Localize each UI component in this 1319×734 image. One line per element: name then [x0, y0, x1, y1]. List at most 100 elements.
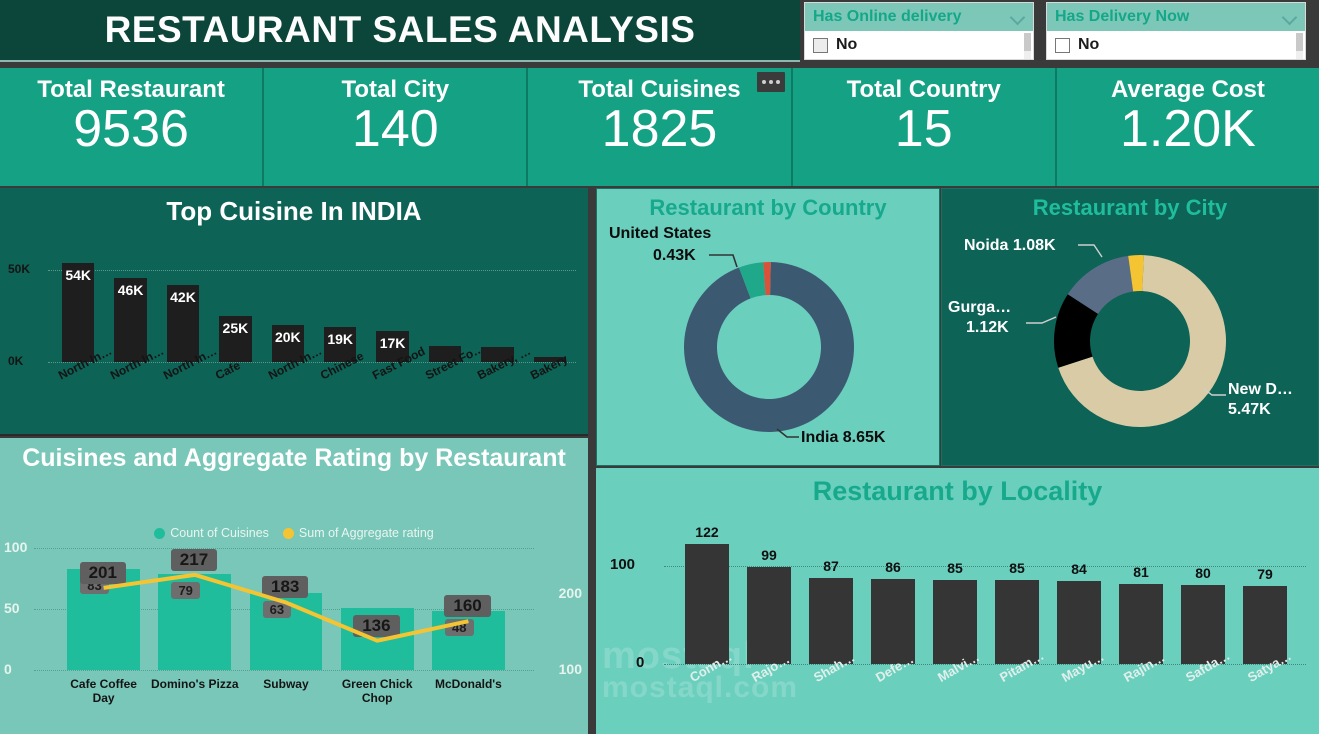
checkbox-no[interactable] — [1055, 37, 1070, 53]
chart-restaurant-by-city[interactable]: Restaurant by City Noida 1.08K Gurga… 1.12… — [941, 188, 1319, 466]
bar[interactable] — [932, 580, 978, 664]
legend-swatch-icon — [282, 527, 294, 539]
bar[interactable] — [684, 543, 730, 664]
slicer-has-delivery-now[interactable]: Has Delivery Now No — [1046, 2, 1306, 60]
bar[interactable] — [271, 325, 305, 362]
kpi-card-total-country[interactable]: Total Country 15 — [792, 68, 1057, 186]
gridline — [664, 565, 1306, 567]
bar[interactable] — [481, 347, 514, 362]
page-title: RESTAURANT SALES ANALYSIS — [104, 9, 696, 50]
bar[interactable] — [323, 327, 357, 362]
kpi-label: Average Cost — [1110, 76, 1265, 103]
legend-item-sum-of-aggregate-rating[interactable]: Sum of Aggregate rating — [282, 526, 434, 540]
y-axis-tick: 0K — [8, 354, 24, 368]
kpi-value: 9536 — [73, 100, 189, 158]
chart-cuisines-aggregate-rating[interactable]: Cuisines and Aggregate Rating by Restaur… — [0, 438, 588, 734]
bar-value-label: 19K — [327, 331, 354, 348]
category-label: McDonald's — [434, 677, 502, 691]
bar[interactable] — [1180, 585, 1226, 664]
line-value-label: 183 — [262, 576, 309, 599]
category-label: Green Chick Chop — [341, 677, 413, 705]
bar[interactable] — [114, 277, 147, 362]
donut-slice[interactable] — [684, 262, 854, 432]
legend-swatch-icon — [154, 527, 166, 539]
bar[interactable] — [870, 579, 916, 664]
bar-value-label: 86 — [885, 559, 901, 576]
bar[interactable] — [1118, 584, 1164, 664]
donut-slice[interactable] — [738, 262, 766, 299]
y-axis-tick-left: 50 — [4, 600, 20, 616]
bar[interactable] — [219, 316, 252, 362]
donut-slice[interactable] — [1128, 255, 1144, 292]
bar-value-label: 63 — [262, 601, 292, 619]
gridline — [34, 670, 534, 671]
y-axis-tick-left: 100 — [4, 539, 28, 555]
line-value-label: 201 — [79, 561, 126, 584]
kpi-value: 15 — [894, 100, 953, 158]
bar-value-label: 54K — [65, 267, 92, 283]
kpi-card-total-restaurant[interactable]: Total Restaurant 9536 — [0, 68, 265, 186]
bar-value-label: 48 — [445, 619, 474, 637]
bar[interactable] — [533, 356, 567, 362]
kpi-label: Total Restaurant — [37, 76, 225, 103]
chart-legend: Count of Cuisines Sum of Aggregate ratin… — [0, 526, 588, 540]
y-axis-tick-left: 0 — [4, 661, 12, 677]
bar[interactable] — [994, 580, 1040, 664]
kpi-card-total-city[interactable]: Total City 140 — [264, 68, 529, 186]
slicer-scrollbar-thumb[interactable] — [1024, 33, 1031, 51]
slice-label-india: India 8.65K — [801, 429, 886, 446]
chart-restaurant-by-country[interactable]: Restaurant by Country United States 0.43K… — [596, 188, 940, 466]
bar-value-label: 79 — [1257, 566, 1273, 583]
bar-value-label: 81 — [1133, 564, 1149, 581]
kpi-value: 1825 — [601, 100, 718, 158]
donut-svg — [1054, 255, 1226, 427]
donut-svg — [684, 262, 854, 432]
gridline — [664, 664, 1306, 665]
donut-slice[interactable] — [763, 262, 771, 296]
bar-value-label: 85 — [1009, 560, 1025, 577]
y-axis-tick: 0 — [636, 654, 645, 671]
bar-value-label: 25K — [222, 320, 249, 337]
kpi-card-average-cost[interactable]: Average Cost 1.20K — [1056, 68, 1319, 186]
slicer-title: Has Delivery Now — [1055, 8, 1190, 25]
bar-value-label: 17K — [379, 334, 406, 351]
slicer-option-row[interactable]: No — [805, 31, 1033, 59]
bar[interactable] — [428, 345, 462, 362]
gridline[interactable] — [48, 270, 576, 272]
bar-value-label: 85 — [947, 560, 963, 577]
bar[interactable] — [746, 566, 792, 664]
bar[interactable] — [166, 285, 200, 362]
donut-slice[interactable] — [1067, 255, 1134, 314]
title-bar: RESTAURANT SALES ANALYSIS — [0, 0, 800, 62]
category-label: Cafe Coffee Day — [70, 677, 137, 705]
category-label: Domino's Pizza — [151, 677, 239, 691]
checkbox-no[interactable] — [813, 37, 828, 53]
chart-title: Cuisines and Aggregate Rating by Restaur… — [22, 444, 566, 472]
y-axis-tick: 50K — [8, 262, 31, 277]
donut-slice[interactable] — [1054, 294, 1099, 368]
slicer-header[interactable]: Has Delivery Now — [1047, 3, 1305, 31]
more-options-icon[interactable] — [756, 72, 785, 92]
bar[interactable] — [1242, 586, 1288, 664]
bar[interactable] — [1056, 581, 1102, 664]
slicer-option-row[interactable]: No — [1047, 31, 1305, 59]
bar[interactable] — [376, 330, 409, 362]
donut-slice[interactable] — [1058, 255, 1226, 427]
chart-top-cuisine-india[interactable]: Top Cuisine In INDIA 0K 50K 54K North In… 46… — [0, 188, 588, 436]
gridline[interactable] — [48, 362, 576, 363]
bar[interactable] — [61, 263, 95, 362]
slicer-scrollbar-thumb[interactable] — [1296, 33, 1303, 51]
slicer-has-online-delivery[interactable]: Has Online delivery No — [804, 2, 1034, 60]
kpi-card-row: Total Restaurant 9536 Total City 140 Tot… — [0, 68, 1319, 186]
chart-restaurant-by-locality[interactable]: Restaurant by Locality mostaql mostaql.c… — [596, 468, 1319, 734]
legend-item-count-of-cuisines[interactable]: Count of Cuisines — [154, 526, 269, 540]
bar[interactable] — [808, 578, 854, 664]
slice-value-united-states: 0.43K — [653, 247, 696, 264]
chevron-down-icon[interactable] — [1011, 10, 1025, 24]
slice-label-gurgaon: Gurga… — [948, 299, 1012, 316]
bar-value-label: 42K — [170, 289, 196, 305]
kpi-card-total-cuisines[interactable]: Total Cuisines 1825 — [528, 68, 793, 186]
slicer-header[interactable]: Has Online delivery — [805, 3, 1033, 31]
chevron-down-icon[interactable] — [1283, 10, 1297, 24]
bar-value-label: 79 — [171, 581, 200, 599]
